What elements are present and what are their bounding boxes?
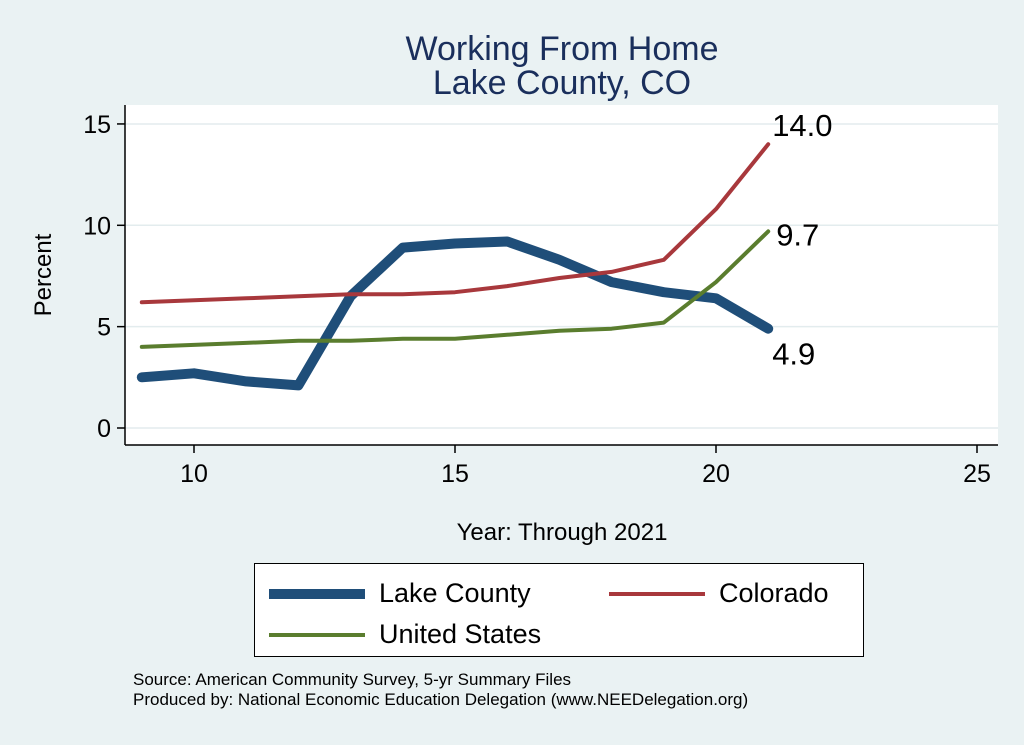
axes: 0 5 10 15 10 15 20 25 [83,105,998,488]
source-note: Source: American Community Survey, 5-yr … [133,670,572,689]
x-tick-label-25: 25 [963,460,991,488]
legend: Lake County Colorado United States [254,563,864,657]
x-axis-label: Year: Through 2021 [456,519,668,546]
series-line-united-states [139,229,771,349]
y-tick-label-15: 15 [83,111,111,139]
end-labels: 4.9 14.0 9.7 [772,108,832,371]
legend-swatch-lake-county [269,588,365,599]
x-tick-label-20: 20 [702,460,730,488]
y-tick-label-5: 5 [97,314,111,342]
y-axis-label: Percent [30,233,57,317]
chart-title: Working From Home [405,30,719,68]
y-tick-label-10: 10 [83,212,111,240]
x-tick-label-10: 10 [180,460,208,488]
legend-item-colorado: Colorado [609,578,829,609]
legend-swatch-united-states [269,632,365,637]
plot-area [125,105,998,445]
producer-note: Produced by: National Economic Education… [133,690,749,709]
legend-label-lake-county: Lake County [379,578,531,608]
legend-label-colorado: Colorado [719,578,829,608]
x-tick-label-15: 15 [441,460,469,488]
gridlines [125,123,998,429]
end-label-colorado: 14.0 [772,108,832,143]
series-lines [136,142,774,391]
chart-subtitle: Lake County, CO [432,64,692,102]
legend-swatch-colorado [609,591,705,596]
legend-label-united-states: United States [379,619,542,649]
legend-item-lake-county: Lake County [269,578,531,609]
end-label-united-states: 9.7 [776,217,819,252]
series-line-colorado [139,142,771,305]
y-tick-label-0: 0 [97,415,111,443]
end-label-lake-county: 4.9 [772,337,815,372]
legend-item-united-states: United States [269,619,541,650]
series-line-lake-county [136,236,774,391]
